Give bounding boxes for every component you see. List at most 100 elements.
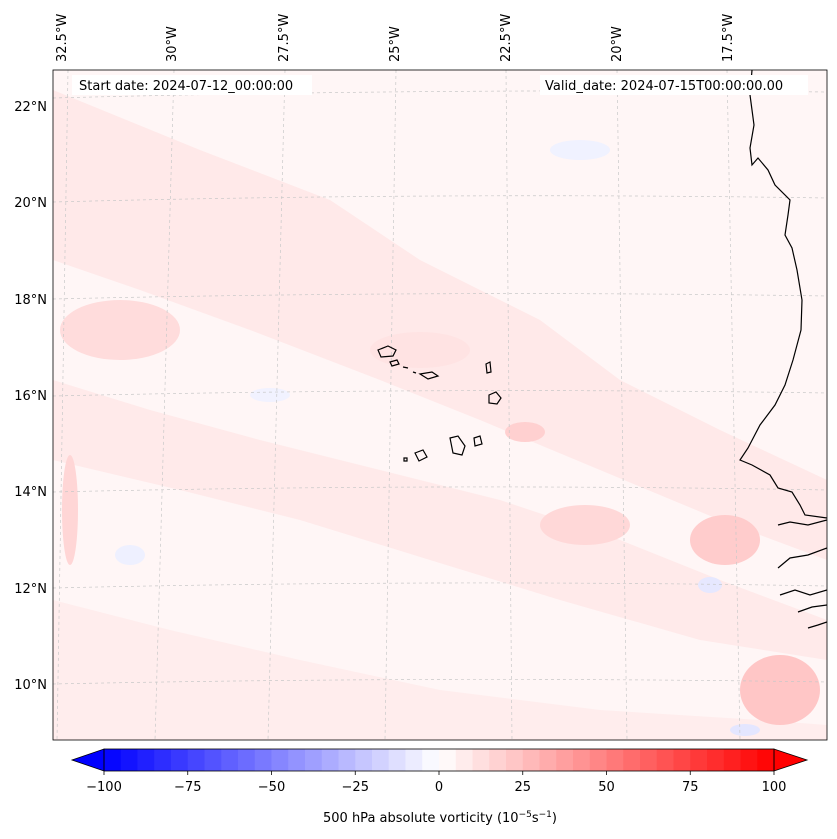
cape-verde-island xyxy=(402,366,409,369)
colorbar-segment xyxy=(338,749,356,771)
colorbar-segment xyxy=(606,749,624,771)
cape-verde-island xyxy=(414,449,428,462)
colorbar-segments xyxy=(104,749,775,771)
colorbar-segment xyxy=(455,749,473,771)
colorbar-segment xyxy=(355,749,373,771)
lon-label: 20°W xyxy=(610,26,625,62)
colorbar-tick-label: −100 xyxy=(86,780,122,795)
lat-label: 14°N xyxy=(14,485,47,500)
colorbar-segment xyxy=(556,749,574,771)
colorbar-segment xyxy=(405,749,423,771)
longitude-labels: 32.5°W 30°W 27.5°W 25°W 22.5°W 20°W 17.5… xyxy=(55,14,736,62)
colorbar-tick-label: 100 xyxy=(762,780,787,795)
colorbar-tick-label: 75 xyxy=(682,780,699,795)
valid-date-box xyxy=(540,75,808,95)
colorbar-segment xyxy=(589,749,607,771)
colorbar-segment xyxy=(740,749,758,771)
start-date-box xyxy=(72,75,312,95)
colorbar-tick-label: −75 xyxy=(174,780,201,795)
colorbar-segment xyxy=(757,749,775,771)
lat-label: 22°N xyxy=(14,100,47,115)
colorbar-segment xyxy=(204,749,222,771)
colorbar-tick-label: 25 xyxy=(514,780,531,795)
africa-coastline xyxy=(739,70,827,519)
colorbar-segment xyxy=(439,749,457,771)
vorticity-blob-negative xyxy=(550,140,610,160)
vorticity-blob xyxy=(505,422,545,442)
colorbar-segment xyxy=(372,749,390,771)
colorbar-segment xyxy=(723,749,741,771)
colorbar-segment xyxy=(305,749,323,771)
colorbar-segment xyxy=(673,749,691,771)
colorbar-segment xyxy=(120,749,138,771)
colorbar-segment xyxy=(187,749,205,771)
map-panel: Start date: 2024-07-12_00:00:00 Valid_da… xyxy=(52,69,828,741)
africa-coastline xyxy=(797,604,827,613)
colorbar-tick-label: −50 xyxy=(258,780,285,795)
lon-label: 25°W xyxy=(388,26,403,62)
start-date-label: Start date: 2024-07-12_00:00:00 xyxy=(79,79,293,94)
latitude-labels: 22°N 20°N 18°N 16°N 14°N 12°N 10°N xyxy=(14,100,47,693)
colorbar-tick-label: −25 xyxy=(342,780,369,795)
cape-verde-island xyxy=(485,361,492,374)
lon-label: 27.5°W xyxy=(277,14,292,62)
lat-label: 18°N xyxy=(14,293,47,308)
colorbar: −100 −75 −50 −25 0 25 50 75 100 500 hPa absolute… xyxy=(70,748,809,826)
colorbar-segment xyxy=(238,749,256,771)
vorticity-band xyxy=(53,90,827,560)
map-frame xyxy=(52,69,828,741)
colorbar-high-extension xyxy=(773,748,809,772)
vorticity-blob xyxy=(690,515,760,565)
colorbar-segment xyxy=(522,749,540,771)
cape-verde-island xyxy=(389,359,400,367)
colorbar-segment xyxy=(690,749,708,771)
vorticity-blob-negative xyxy=(730,724,760,736)
vorticity-blob xyxy=(62,455,78,565)
colorbar-segment xyxy=(154,749,172,771)
cape-verde-island xyxy=(403,457,408,462)
colorbar-ticks: −100 −75 −50 −25 0 25 50 75 100 xyxy=(86,771,786,795)
lon-label: 22.5°W xyxy=(499,14,514,62)
valid-date-label: Valid_date: 2024-07-15T00:00:00.00 xyxy=(545,79,783,94)
colorbar-segment xyxy=(171,749,189,771)
cape-verde-island xyxy=(418,371,440,380)
colorbar-segment xyxy=(656,749,674,771)
cape-verde-island xyxy=(449,435,466,456)
colorbar-segment xyxy=(539,749,557,771)
colorbar-segment xyxy=(506,749,524,771)
vorticity-blob-negative xyxy=(115,545,145,565)
colorbar-segment xyxy=(254,749,272,771)
cape-verde-island xyxy=(488,391,502,405)
colorbar-segment xyxy=(104,749,122,771)
africa-coastline xyxy=(779,589,827,596)
colorbar-segment xyxy=(388,749,406,771)
colorbar-segment xyxy=(623,749,641,771)
lat-label: 12°N xyxy=(14,582,47,597)
colorbar-segment xyxy=(221,749,239,771)
colorbar-segment xyxy=(472,749,490,771)
vorticity-blob-negative xyxy=(250,388,290,402)
vorticity-blob xyxy=(740,655,820,725)
colorbar-segment xyxy=(489,749,507,771)
lon-label: 32.5°W xyxy=(55,14,70,62)
colorbar-low-extension xyxy=(70,748,105,772)
vorticity-field xyxy=(53,90,827,740)
cape-verde-island xyxy=(412,371,417,374)
lat-label: 16°N xyxy=(14,389,47,404)
colorbar-segment xyxy=(288,749,306,771)
lon-label: 17.5°W xyxy=(721,14,736,62)
colorbar-segment xyxy=(573,749,591,771)
vorticity-blob-negative xyxy=(698,577,722,593)
gridlines xyxy=(53,70,827,740)
africa-coastline xyxy=(807,621,827,629)
cape-verde-island xyxy=(473,435,483,447)
colorbar-segment xyxy=(640,749,658,771)
colorbar-tick-label: 0 xyxy=(435,780,443,795)
colorbar-segment xyxy=(271,749,289,771)
colorbar-tick-label: 50 xyxy=(598,780,615,795)
vorticity-blob xyxy=(540,505,630,545)
colorbar-label: 500 hPa absolute vorticity (10−5s−1) xyxy=(323,810,557,826)
lon-label: 30°W xyxy=(165,26,180,62)
vorticity-band xyxy=(53,600,827,740)
